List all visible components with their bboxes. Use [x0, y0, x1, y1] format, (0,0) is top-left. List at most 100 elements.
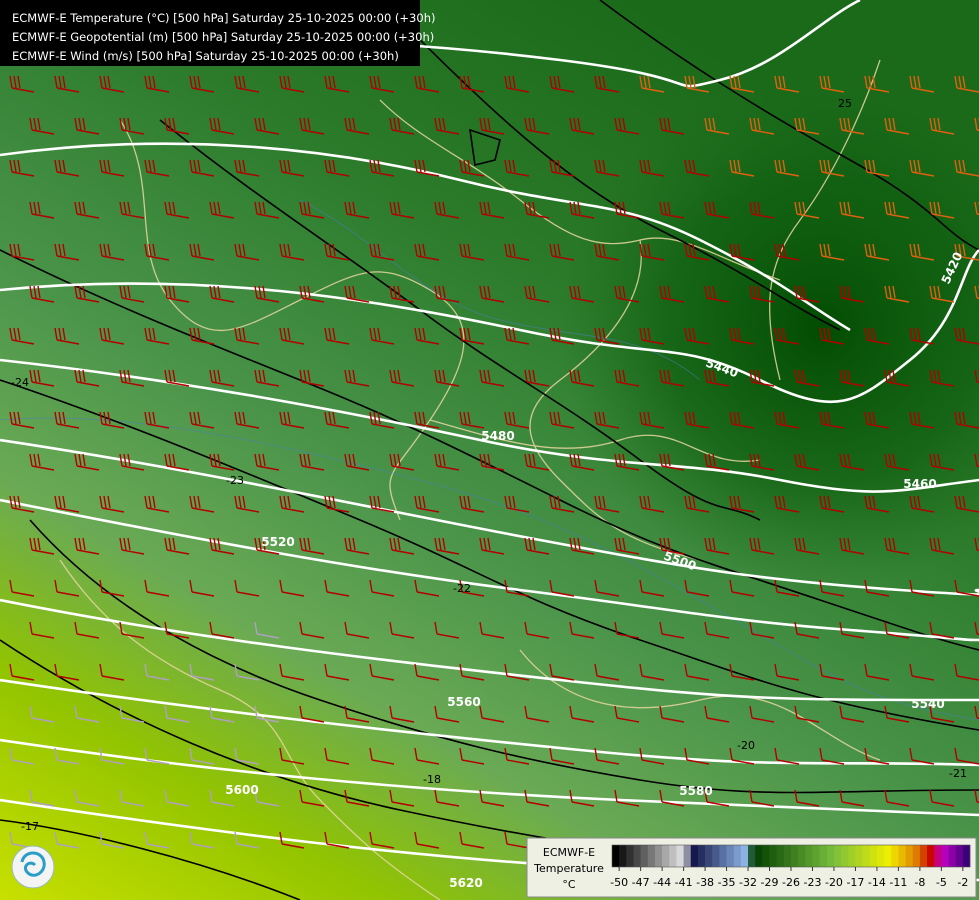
barb-feather	[557, 411, 561, 425]
barb-feather	[397, 369, 401, 383]
barb-feather	[504, 327, 508, 341]
barb-feather	[524, 789, 528, 803]
barb-staff	[11, 423, 35, 429]
wind-barb	[684, 579, 710, 597]
barb-feather	[82, 285, 86, 299]
barb-feather	[884, 789, 888, 803]
barb-feather	[864, 495, 868, 509]
barb-feather	[929, 705, 933, 719]
barb-staff	[371, 507, 395, 513]
barb-staff	[506, 591, 530, 597]
barb-staff	[391, 465, 415, 471]
wind-barb	[459, 747, 485, 765]
barb-staff	[101, 255, 125, 261]
barb-staff	[191, 675, 215, 681]
barb-feather	[107, 75, 111, 89]
barb-staff	[821, 675, 845, 681]
barb-feather	[753, 453, 757, 467]
barb-feather	[389, 369, 393, 383]
wind-barb	[504, 243, 530, 261]
wind-barb	[99, 159, 125, 177]
barb-staff	[101, 87, 125, 93]
barb-staff	[371, 675, 395, 681]
wind-barb	[234, 831, 260, 849]
wind-barb	[209, 789, 235, 807]
barb-feather	[594, 411, 598, 425]
barb-feather	[332, 327, 336, 341]
barb-staff	[661, 213, 685, 219]
colorbar-swatch	[841, 845, 849, 867]
barb-feather	[78, 369, 82, 383]
wind-barb	[9, 495, 35, 513]
barb-feather	[168, 117, 172, 131]
barb-staff	[956, 675, 979, 681]
barb-feather	[532, 453, 536, 467]
barb-staff	[76, 633, 100, 639]
barb-staff	[191, 255, 215, 261]
barb-feather	[577, 285, 581, 299]
barb-feather	[107, 495, 111, 509]
colorbar-tick-label: -17	[846, 876, 864, 889]
barb-feather	[974, 621, 978, 635]
wind-barb	[594, 495, 620, 513]
barb-feather	[328, 411, 332, 425]
barb-feather	[234, 75, 238, 89]
barb-feather	[704, 117, 708, 131]
barb-feather	[418, 159, 422, 173]
wind-barb	[774, 747, 800, 765]
barb-feather	[258, 369, 262, 383]
barb-feather	[74, 789, 78, 803]
wind-barb	[74, 117, 100, 135]
barb-staff	[686, 675, 710, 681]
barb-staff	[731, 507, 755, 513]
barb-feather	[508, 327, 512, 341]
wind-barb	[54, 495, 80, 513]
barb-staff	[731, 339, 755, 345]
wind-barb	[9, 327, 35, 345]
temperature-label: -20	[737, 739, 755, 752]
barb-feather	[58, 75, 62, 89]
barb-feather	[864, 327, 868, 341]
barb-feather	[82, 453, 86, 467]
wind-barb	[234, 159, 260, 177]
wind-barb	[594, 411, 620, 429]
barb-feather	[774, 159, 778, 173]
barb-feather	[892, 453, 896, 467]
barb-feather	[937, 369, 941, 383]
barb-staff	[461, 759, 485, 765]
wind-barb	[369, 75, 395, 93]
barb-staff	[866, 591, 890, 597]
barb-staff	[616, 801, 640, 807]
barb-feather	[847, 453, 851, 467]
wind-barb	[299, 789, 325, 807]
barb-feather	[414, 747, 418, 761]
barb-feather	[802, 117, 806, 131]
barb-feather	[17, 159, 21, 173]
barb-feather	[614, 201, 618, 215]
barb-feather	[917, 159, 921, 173]
barb-staff	[56, 759, 80, 765]
barb-feather	[504, 831, 508, 845]
barb-feather	[127, 453, 131, 467]
barb-staff	[911, 255, 935, 261]
wind-barb	[389, 201, 415, 219]
barb-staff	[796, 213, 820, 219]
barb-feather	[397, 201, 401, 215]
colorbar-swatch	[654, 845, 663, 867]
barb-staff	[616, 381, 640, 387]
colorbar-swatch	[690, 845, 699, 867]
barb-feather	[287, 495, 291, 509]
barb-feather	[532, 285, 536, 299]
barb-staff	[416, 507, 440, 513]
wind-barb	[99, 75, 125, 93]
temperature-label: -17	[21, 820, 39, 833]
wind-barb	[254, 201, 280, 219]
wind-barb	[749, 537, 775, 555]
barb-feather	[557, 159, 561, 173]
barb-feather	[54, 831, 58, 845]
barb-feather	[287, 243, 291, 257]
barb-feather	[737, 75, 741, 89]
barb-feather	[749, 705, 753, 719]
wind-barb	[839, 789, 865, 807]
barb-feather	[958, 495, 962, 509]
